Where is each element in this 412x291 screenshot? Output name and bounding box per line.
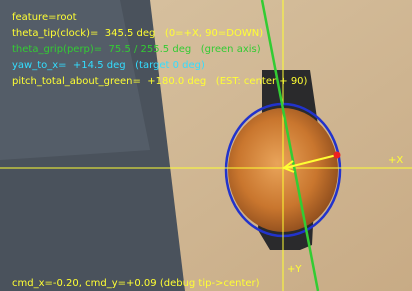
overlay-line: feature=root: [12, 12, 77, 23]
footer-text: cmd_x=-0.20, cmd_y=+0.09 (debug tip->cen…: [12, 278, 260, 289]
overlay-line: theta_tip(clock)= 345.5 deg (0=+X, 90=DO…: [12, 28, 263, 39]
overlay-line: pitch_total_about_green= +180.0 deg (EST…: [12, 76, 308, 87]
camera-frame: +X +Y cmd_x=-0.20, cmd_y=+0.09 (debug ti…: [0, 0, 412, 291]
tip-point: [334, 152, 341, 159]
page: {"overlay": { "lines": [ {"text": "featu…: [0, 0, 412, 291]
overlay-line: theta_grip(perp)= 75.5 / 255.5 deg (gree…: [12, 44, 261, 55]
y-axis-label: +Y: [287, 264, 302, 275]
x-axis-label: +X: [388, 155, 403, 166]
overlay-line: yaw_to_x= +14.5 deg (target 0 deg): [12, 60, 205, 71]
